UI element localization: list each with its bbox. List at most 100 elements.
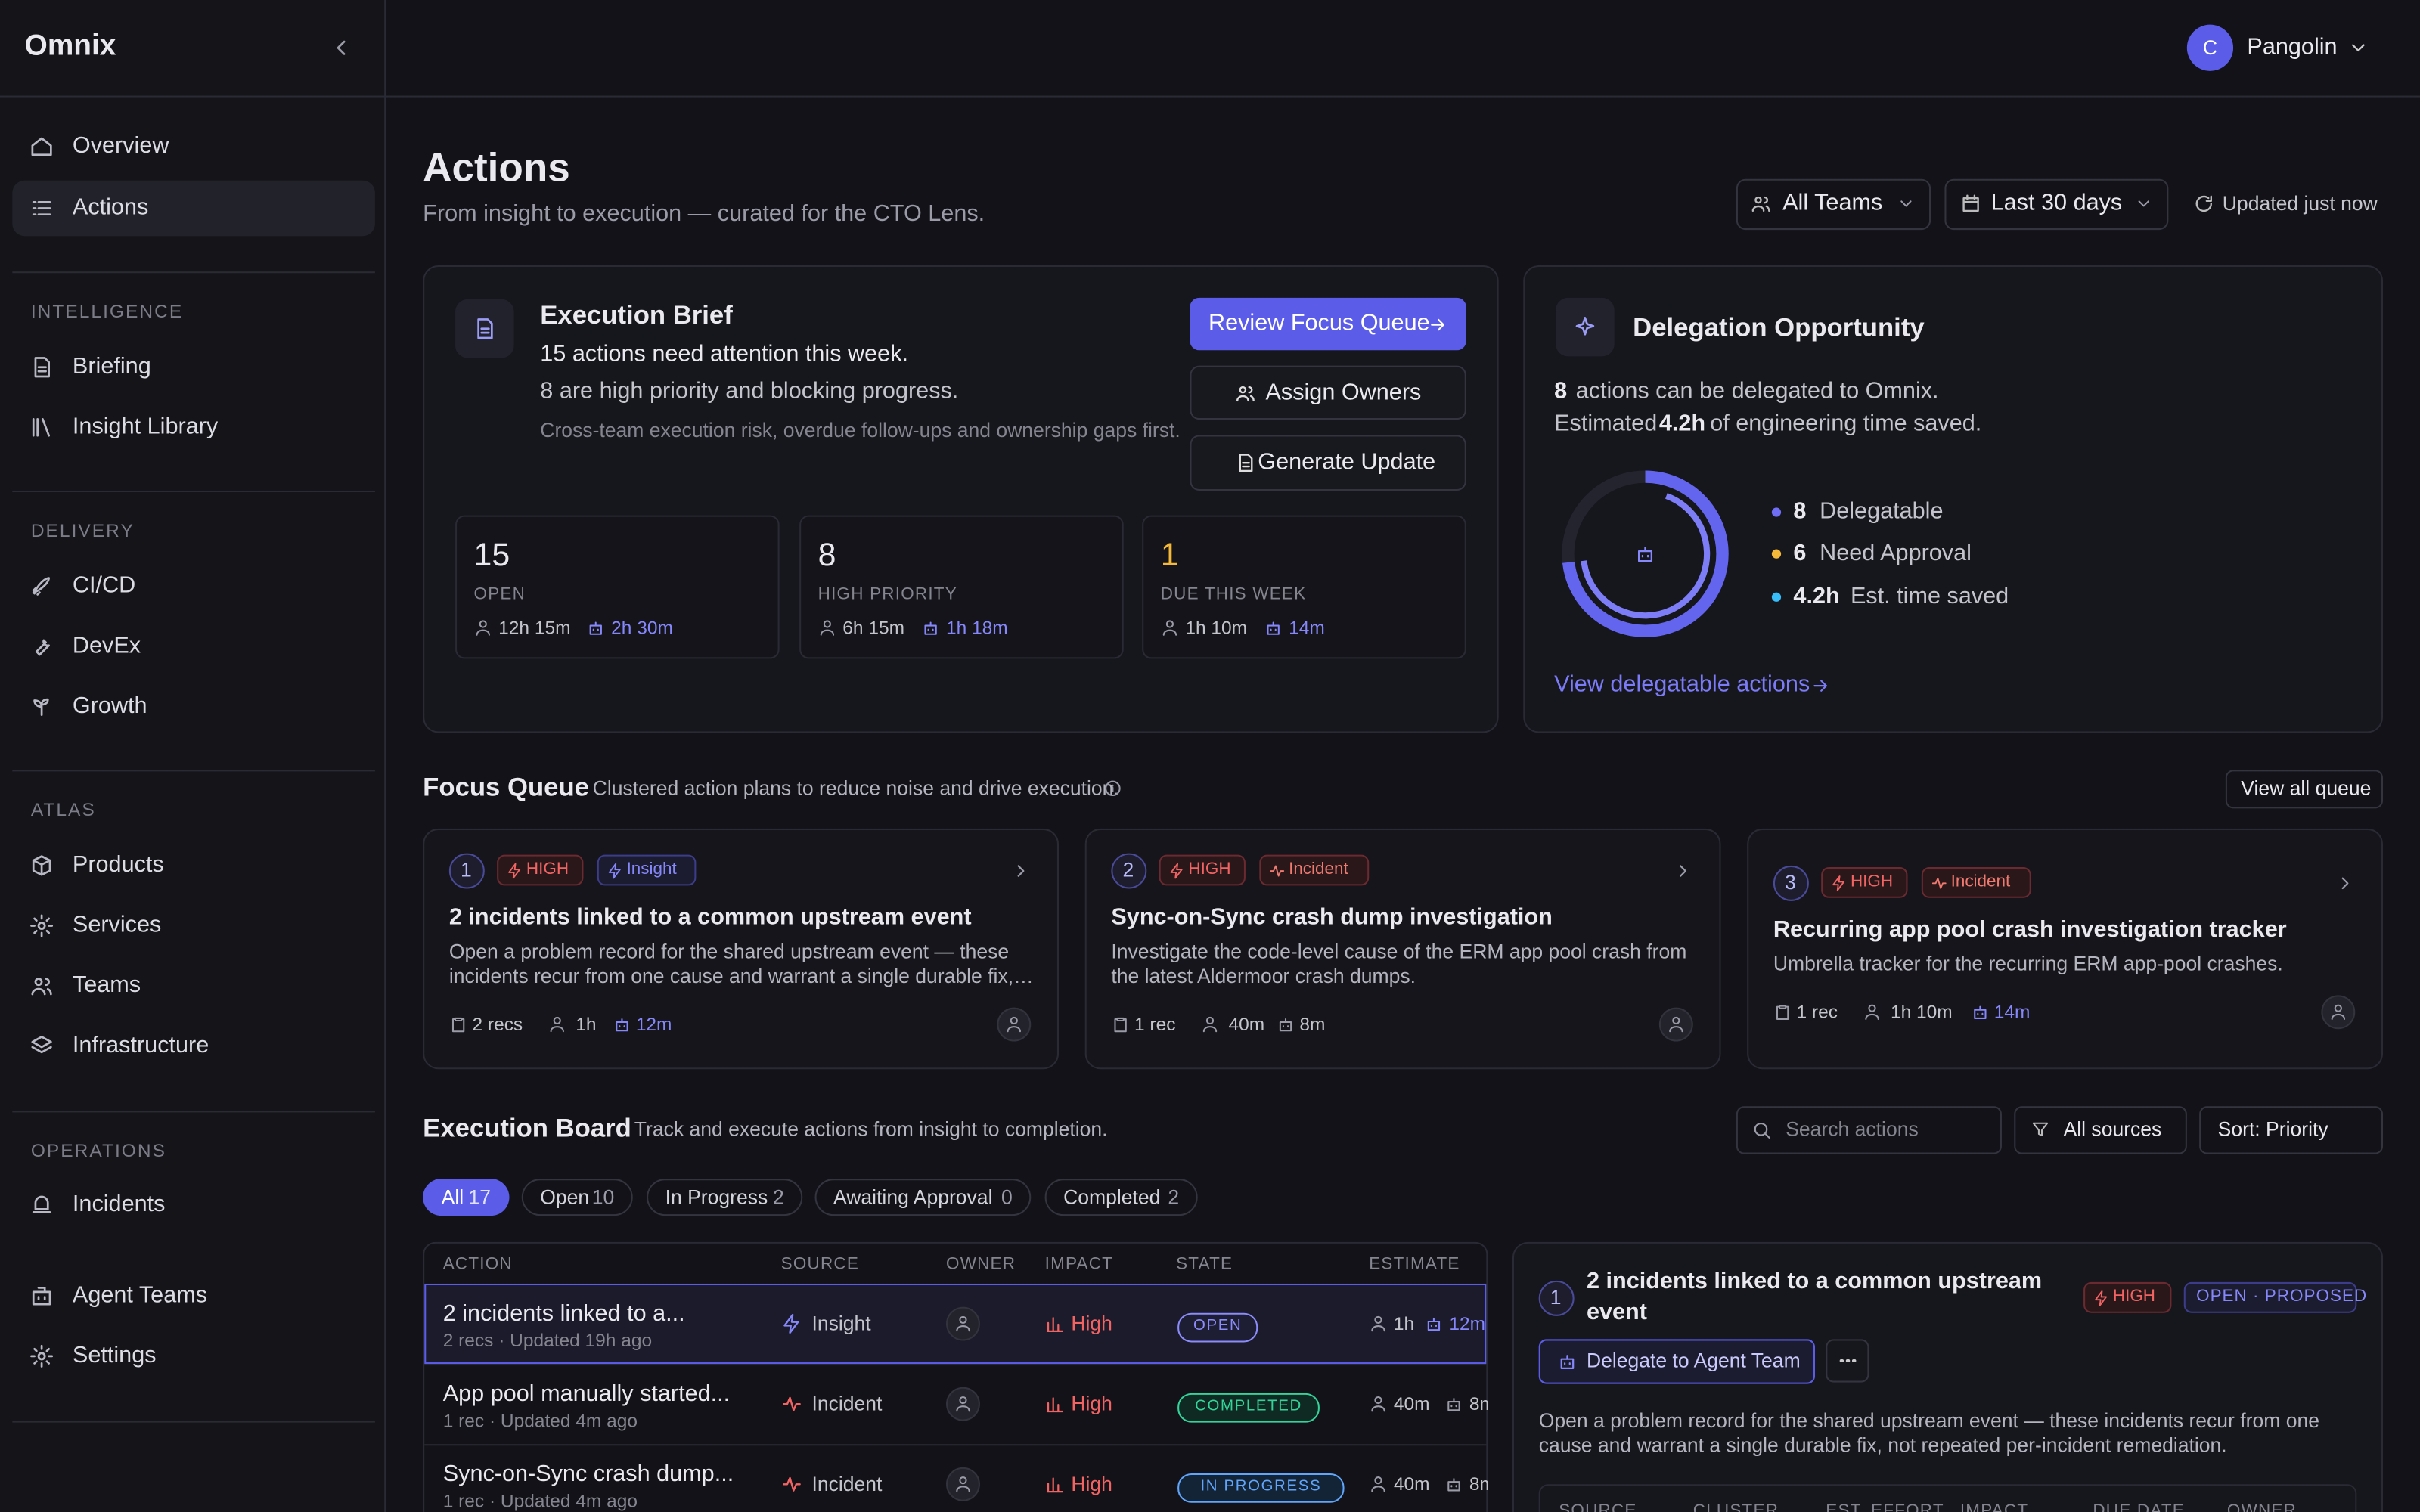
search-box[interactable] xyxy=(1736,1106,2002,1154)
tab-count: 2 xyxy=(772,1185,784,1209)
nav-section-title: OPERATIONS xyxy=(30,1139,166,1162)
status-badge xyxy=(2183,1281,2357,1313)
delegate-button[interactable] xyxy=(1538,1339,1815,1384)
brief-button[interactable] xyxy=(1190,297,1466,351)
icon xyxy=(1046,1476,1063,1492)
focus-card[interactable] xyxy=(1747,828,2384,1070)
stat-label: OPEN xyxy=(473,585,526,604)
table-row[interactable] xyxy=(424,1444,1487,1512)
column-header: OWNER xyxy=(946,1255,1016,1274)
button-label: Review Focus Queue xyxy=(1208,310,1430,336)
rank: 2 xyxy=(1122,858,1134,881)
icon xyxy=(35,639,50,656)
nav-item[interactable]: Services xyxy=(72,912,162,938)
table-clip xyxy=(1488,1241,1512,1512)
stat-label: DUE THIS WEEK xyxy=(1160,585,1307,604)
column-header: IMPACT xyxy=(1044,1255,1114,1274)
row-meta: 1 rec · Updated 4m ago xyxy=(442,1409,638,1432)
rank-circle xyxy=(1111,853,1147,889)
nav-item[interactable]: CI/CD xyxy=(72,572,136,599)
team-filter[interactable] xyxy=(1736,178,1931,231)
brief-button[interactable] xyxy=(1190,365,1466,420)
badge-label: HIGH xyxy=(526,860,569,879)
view-all-button[interactable] xyxy=(2225,770,2384,809)
button-label: Generate Update xyxy=(1258,448,1436,476)
nav-item[interactable]: DevEx xyxy=(72,632,141,659)
nav-item[interactable]: Infrastructure xyxy=(72,1032,209,1058)
icon xyxy=(2032,1122,2049,1137)
legend-dot xyxy=(1771,549,1782,559)
icon xyxy=(2352,44,2365,52)
column-header: SOURCE xyxy=(780,1255,860,1274)
source-filter[interactable] xyxy=(2014,1106,2187,1154)
tab[interactable] xyxy=(521,1179,633,1216)
nav-item[interactable]: Incidents xyxy=(72,1191,166,1218)
sort-select[interactable] xyxy=(2199,1106,2384,1154)
icon xyxy=(1239,454,1253,472)
nav-item[interactable]: Overview xyxy=(72,132,169,160)
section-title: Execution Board xyxy=(423,1114,631,1143)
row-state: COMPLETED xyxy=(1195,1397,1302,1415)
icon xyxy=(1279,1018,1292,1032)
nav-item[interactable]: Insight Library xyxy=(72,413,219,440)
user-name[interactable]: Pangolin xyxy=(2247,33,2338,60)
brief-button[interactable] xyxy=(1190,435,1466,491)
rank: 3 xyxy=(1784,870,1796,894)
icon xyxy=(31,978,52,996)
icon xyxy=(32,577,50,596)
nav-separator xyxy=(12,1111,375,1113)
icon xyxy=(608,862,621,878)
delegation-link[interactable]: View delegatable actions xyxy=(1554,671,1810,698)
delegation-title: Delegation Opportunity xyxy=(1633,312,1925,342)
card-description: Open a problem record for the shared ups… xyxy=(448,939,1014,988)
icon xyxy=(783,1313,799,1334)
rank-circle xyxy=(448,853,485,889)
nav-item[interactable]: Products xyxy=(72,851,164,878)
more-button[interactable] xyxy=(1826,1339,1869,1383)
button-label: Delegate to Agent Team xyxy=(1586,1349,1801,1372)
icon[interactable] xyxy=(329,36,354,60)
badge-label: HIGH xyxy=(2112,1287,2155,1306)
avatar[interactable] xyxy=(2186,24,2234,71)
nav-item[interactable]: Briefing xyxy=(72,353,151,380)
sidebar xyxy=(0,0,386,1512)
icon xyxy=(2331,1004,2346,1020)
card-agent: 14m xyxy=(1993,1001,2031,1023)
page-subtitle: From insight to execution — curated for … xyxy=(423,200,985,227)
owner-circle xyxy=(1658,1007,1693,1042)
icon xyxy=(1447,1478,1460,1492)
tab-label: Open xyxy=(540,1185,590,1209)
icon xyxy=(1560,1354,1575,1368)
date-filter[interactable] xyxy=(1944,178,2169,231)
brief-line: 8 are high priority and blocking progres… xyxy=(540,377,959,404)
badge-label: Incident xyxy=(1950,872,2011,891)
icon xyxy=(31,137,52,156)
brief-headline: 15 actions need attention this week. xyxy=(540,341,909,367)
table-row[interactable] xyxy=(424,1364,1487,1444)
nav-separator xyxy=(12,770,375,772)
column-header: STATE xyxy=(1176,1255,1233,1274)
nav-item[interactable]: Settings xyxy=(72,1342,157,1369)
card-title: 2 incidents linked to a common upstream … xyxy=(448,903,972,931)
delegation-hours: 4.2h xyxy=(1658,410,1706,437)
card-human: 1h xyxy=(576,1013,597,1035)
badge-label: Insight xyxy=(626,860,677,879)
donut xyxy=(1562,470,1729,637)
nav-item[interactable]: Growth xyxy=(72,692,147,720)
nav-item[interactable]: Actions xyxy=(72,194,149,221)
badge xyxy=(1921,866,2031,898)
tab[interactable] xyxy=(423,1179,510,1216)
icon xyxy=(1754,1121,1770,1138)
icon xyxy=(550,1016,564,1033)
delegation-count: 8 xyxy=(1554,377,1568,404)
tab[interactable] xyxy=(1044,1179,1198,1216)
icon xyxy=(783,1396,801,1411)
tab[interactable] xyxy=(647,1179,803,1216)
nav-item[interactable]: Agent Teams xyxy=(72,1281,208,1309)
nav-item[interactable]: Teams xyxy=(72,971,141,999)
icon xyxy=(1751,196,1770,212)
legend-dot xyxy=(1771,592,1782,602)
brief-note: Cross-team execution risk, overdue follo… xyxy=(540,418,1181,442)
tab[interactable] xyxy=(814,1179,1032,1216)
icon xyxy=(1776,1005,1789,1020)
